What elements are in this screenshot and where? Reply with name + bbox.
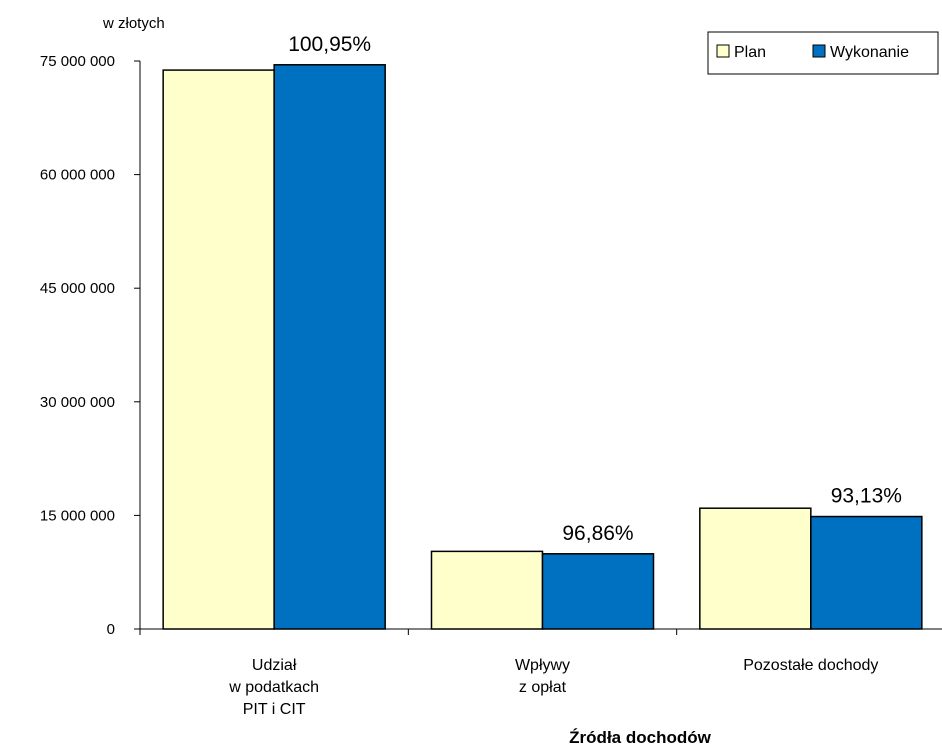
y-tick-label: 45 000 000 xyxy=(40,280,115,297)
bars xyxy=(162,64,923,630)
bar-wykonanie-0 xyxy=(273,64,386,630)
category-labels: Udział w podatkach PIT i CIT Wpływy z opłat P… xyxy=(228,657,878,718)
y-tick-label: 0 xyxy=(107,621,115,638)
bar-wykonanie-2 xyxy=(810,515,923,630)
category-label: Udział xyxy=(252,657,297,674)
data-label: 96,86% xyxy=(562,522,633,545)
category-label: w podatkach xyxy=(228,679,319,696)
legend-label-plan: Plan xyxy=(734,44,766,61)
bar-plan-0 xyxy=(162,69,275,630)
data-label: 100,95% xyxy=(288,33,371,56)
y-tick-label: 75 000 000 xyxy=(40,53,115,70)
x-axis-title: Źródła dochodów xyxy=(569,728,711,746)
category-label: Pozostałe dochody xyxy=(743,657,878,674)
legend: Plan Wykonanie xyxy=(707,31,939,75)
unit-label: w złotych xyxy=(102,15,165,32)
legend-swatch-plan xyxy=(716,44,730,58)
data-label: 93,13% xyxy=(831,485,902,508)
category-label: z opłat xyxy=(519,679,567,696)
category-label: PIT i CIT xyxy=(243,701,306,718)
category-label: Wpływy xyxy=(515,657,570,674)
bar-wykonanie-1 xyxy=(541,553,655,630)
axes: 0 15 000 000 30 000 000 45 000 000 60 000 00… xyxy=(40,53,942,638)
y-tick-label: 30 000 000 xyxy=(40,394,115,411)
y-tick-label: 60 000 000 xyxy=(40,167,115,184)
y-tick-label: 15 000 000 xyxy=(40,507,115,524)
legend-swatch-wykonanie xyxy=(812,44,826,58)
legend-label-wykonanie: Wykonanie xyxy=(830,44,909,61)
data-labels: 100,95% 96,86% 93,13% xyxy=(288,33,902,545)
bar-plan-1 xyxy=(430,550,544,630)
bar-plan-2 xyxy=(699,507,812,630)
